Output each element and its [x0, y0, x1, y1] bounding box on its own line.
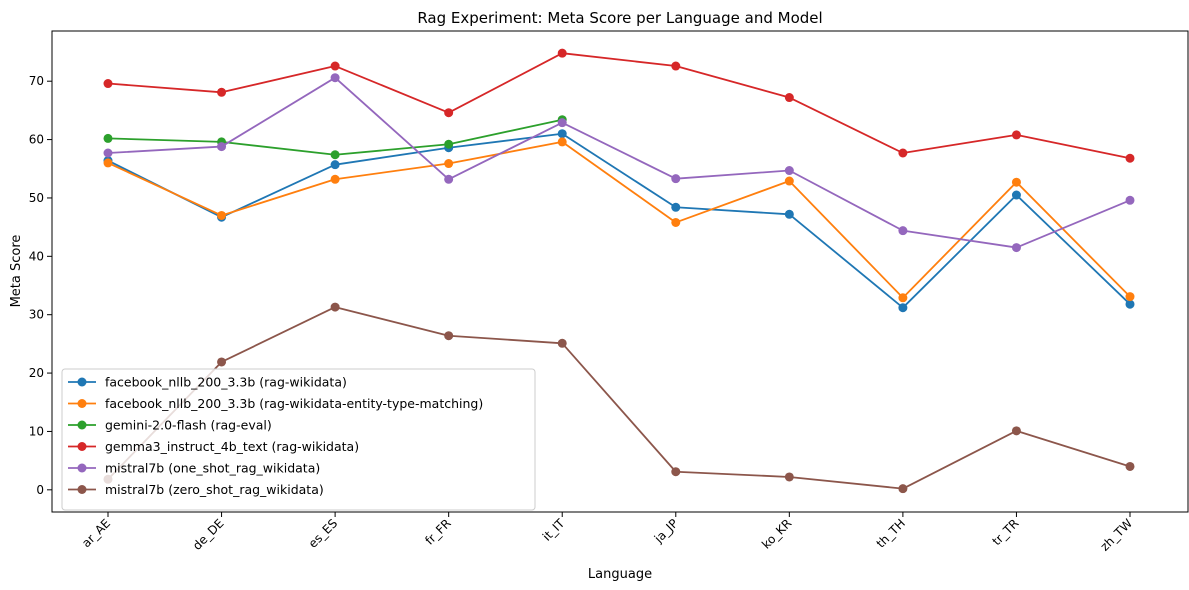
- data-point: [330, 73, 340, 83]
- data-point: [1125, 299, 1135, 309]
- data-point: [444, 159, 454, 169]
- data-point: [671, 467, 681, 477]
- data-point: [217, 357, 227, 367]
- legend-entry: mistral7b (zero_shot_rag_wikidata): [105, 482, 324, 497]
- series-line: [107, 52, 1131, 160]
- data-point: [103, 158, 113, 168]
- data-point: [103, 133, 113, 143]
- legend-swatch-marker: [77, 377, 87, 387]
- data-point: [1125, 292, 1135, 302]
- legend-entry: gemini-2.0-flash (rag-eval): [105, 418, 272, 433]
- data-point: [784, 166, 794, 176]
- data-point: [103, 148, 113, 158]
- data-point: [1125, 195, 1135, 205]
- data-point: [217, 142, 227, 152]
- data-point: [1125, 461, 1135, 471]
- data-point: [1011, 190, 1021, 200]
- data-point: [784, 93, 794, 103]
- data-point: [1011, 426, 1021, 436]
- legend-swatch-marker: [77, 485, 87, 494]
- data-point: [898, 303, 908, 313]
- series-layer: [103, 48, 1135, 494]
- data-point: [1011, 177, 1021, 187]
- legend-entry: gemma3_instruct_4b_text (rag-wikidata): [105, 439, 359, 454]
- data-point: [217, 87, 227, 97]
- data-point: [898, 484, 908, 494]
- data-point: [557, 118, 567, 128]
- data-point: [1125, 153, 1135, 163]
- data-point: [217, 210, 227, 220]
- data-point: [330, 302, 340, 312]
- plot-frame: [51, 30, 1189, 513]
- legend-swatch-marker: [77, 420, 87, 430]
- data-point: [557, 129, 567, 139]
- y-tick-label: 50: [29, 191, 44, 205]
- series: [103, 115, 567, 160]
- legend-entry: facebook_nllb_200_3.3b (rag-wikidata): [105, 375, 347, 390]
- y-axis-label: Meta Score: [9, 235, 24, 308]
- y-tick-label: 0: [36, 483, 44, 497]
- data-point: [671, 61, 681, 71]
- y-tick-label: 70: [29, 74, 44, 88]
- legend-entry: facebook_nllb_200_3.3b (rag-wikidata-ent…: [105, 396, 483, 411]
- data-point: [1011, 243, 1021, 253]
- x-axis-label: Language: [588, 567, 652, 582]
- data-point: [898, 226, 908, 236]
- data-point: [557, 48, 567, 58]
- y-tick-label: 60: [29, 133, 44, 147]
- data-point: [671, 217, 681, 227]
- data-point: [898, 148, 908, 158]
- data-point: [444, 139, 454, 149]
- data-point: [330, 160, 340, 170]
- legend: facebook_nllb_200_3.3b (rag-wikidata) fac…: [61, 368, 536, 511]
- series-line: [107, 132, 1131, 309]
- data-point: [784, 472, 794, 482]
- series: [103, 302, 1135, 494]
- data-point: [330, 174, 340, 184]
- data-point: [330, 61, 340, 71]
- y-tick-label: 10: [29, 424, 44, 438]
- y-tick-label: 40: [29, 249, 44, 263]
- legend-box: [61, 368, 536, 511]
- data-point: [557, 338, 567, 348]
- data-point: [898, 293, 908, 303]
- series: [103, 73, 1135, 253]
- legend-swatch-marker: [77, 463, 87, 473]
- y-tick-label: 20: [29, 366, 44, 380]
- data-point: [444, 331, 454, 341]
- legend-swatch-marker: [77, 399, 87, 408]
- legend-swatch-marker: [77, 442, 87, 451]
- data-point: [784, 176, 794, 186]
- data-point: [330, 150, 340, 160]
- data-point: [671, 174, 681, 184]
- data-point: [671, 202, 681, 212]
- legend-entry: mistral7b (one_shot_rag_wikidata): [105, 461, 320, 476]
- data-point: [557, 137, 567, 147]
- data-point: [444, 108, 454, 118]
- data-point: [103, 79, 113, 89]
- y-axis: 0 10 20 30 40 50 60 70: [29, 74, 52, 497]
- data-point: [444, 174, 454, 184]
- series: [103, 48, 1135, 163]
- data-point: [1011, 130, 1021, 140]
- series-line: [107, 306, 1131, 490]
- data-point: [784, 209, 794, 219]
- y-tick-label: 30: [29, 308, 44, 322]
- chart-title: Rag Experiment: Meta Score per Language …: [417, 9, 822, 27]
- series-line: [107, 76, 1131, 249]
